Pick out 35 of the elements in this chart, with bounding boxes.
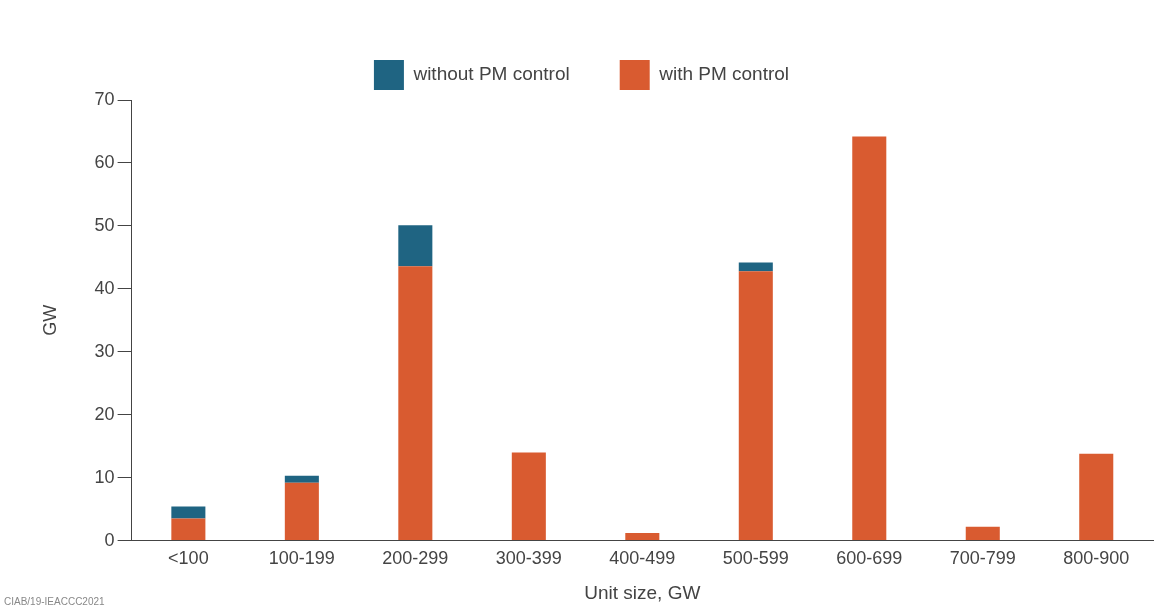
y-tick-label: 10 — [94, 466, 115, 487]
legend-label: without PM control — [412, 63, 570, 85]
x-tick-label: 500-599 — [722, 548, 789, 569]
bar — [398, 225, 433, 267]
y-tick-label: 70 — [94, 88, 115, 109]
x-axis-title: Unit size, GW — [584, 581, 701, 603]
bar — [1079, 453, 1114, 541]
bar — [738, 271, 773, 541]
y-tick-label: 40 — [94, 277, 115, 298]
legend-label: with PM control — [658, 63, 790, 85]
y-tick-label: 50 — [94, 214, 115, 235]
bar — [398, 266, 433, 541]
bar — [284, 482, 319, 541]
bar — [738, 262, 773, 272]
bar — [171, 518, 206, 541]
bar — [852, 136, 887, 541]
y-tick-label: 30 — [94, 340, 115, 361]
bar — [965, 526, 1000, 541]
y-tick-label: 0 — [104, 529, 115, 550]
x-tick-label: 700-799 — [949, 548, 1016, 569]
x-tick-label: 100-199 — [268, 548, 335, 569]
x-tick-label: 800-900 — [1063, 548, 1130, 569]
x-tick-label: 400-499 — [609, 548, 676, 569]
text: CIAB/19-IEACCC2021 — [4, 596, 105, 607]
x-tick-label: 300-399 — [495, 548, 562, 569]
bar — [625, 533, 660, 541]
x-tick-label: <100 — [168, 548, 209, 569]
bar — [171, 506, 206, 519]
y-axis-title: GW — [39, 304, 60, 336]
y-tick-label: 20 — [94, 403, 115, 424]
bar — [284, 475, 319, 483]
y-tick-label: 60 — [94, 151, 115, 172]
x-tick-label: 600-699 — [836, 548, 903, 569]
x-tick-label: 200-299 — [382, 548, 449, 569]
bar — [511, 452, 546, 541]
